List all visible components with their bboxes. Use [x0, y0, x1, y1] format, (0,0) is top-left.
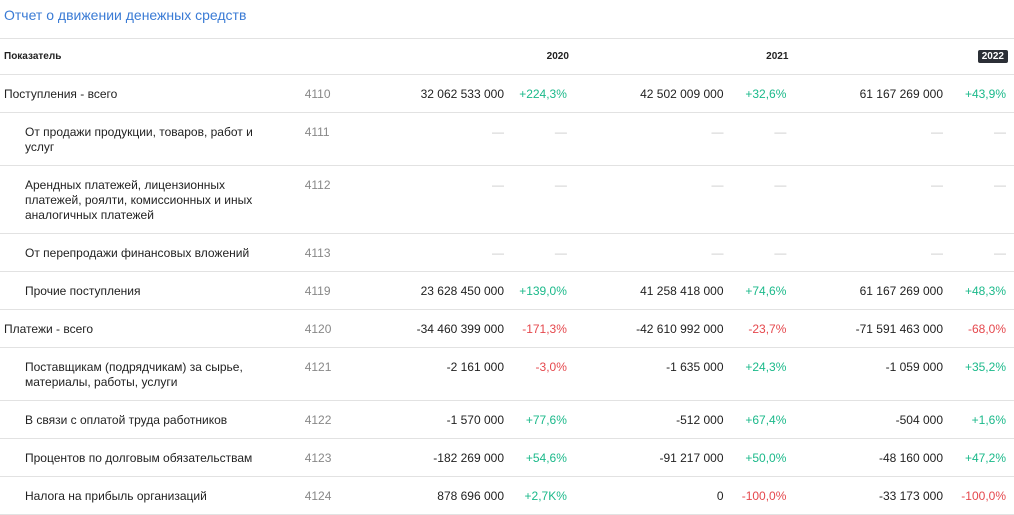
row-value: -512 000 [676, 413, 724, 427]
row-value: 878 696 000 [437, 489, 505, 503]
row-name: Налога на прибыль организаций [25, 489, 207, 503]
column-header-year-2021[interactable]: 2021 [766, 51, 789, 62]
row-change-percent: — [994, 178, 1006, 192]
row-change-percent: -68,0% [967, 322, 1006, 336]
row-code: 4112 [304, 178, 331, 192]
table-row: Процентов по долговым обязательствам 4123… [0, 438, 1014, 477]
row-change-percent: +2,7K% [524, 489, 567, 503]
cash-flow-table: Показатель 2020 2021 2022 Поступления - … [0, 38, 1014, 515]
row-name: Прочие поступления [25, 284, 141, 298]
table-row: Платежи - всего 4120 -34 460 399 000 -171,3… [0, 309, 1014, 348]
row-code: 4113 [304, 246, 331, 260]
row-change-percent: — [554, 246, 567, 260]
table-row: Арендных платежей, лицензионных платежей… [0, 165, 1014, 234]
row-value: — [931, 246, 944, 260]
row-value: -1 059 000 [885, 360, 944, 374]
row-change-percent: +43,9% [964, 87, 1006, 101]
row-change-percent: +224,3% [519, 87, 567, 101]
row-value: 61 167 269 000 [859, 87, 944, 101]
row-value: — [931, 125, 944, 139]
row-code: 4122 [304, 413, 332, 427]
table-row: Прочие поступления 4119 23 628 450 000 +139… [0, 271, 1014, 310]
row-change-percent: +54,6% [525, 451, 567, 465]
row-change-percent: +24,3% [745, 360, 787, 374]
row-value: — [492, 246, 505, 260]
column-header-year-2022[interactable]: 2022 [794, 39, 1014, 75]
row-value: 0 [716, 489, 724, 503]
row-value: -42 610 992 000 [636, 322, 724, 336]
row-name: От продажи продукции, товаров, работ и у… [25, 125, 253, 154]
row-value: — [931, 178, 944, 192]
row-name: Поступления - всего [4, 87, 118, 101]
table-row: Поставщикам (подрядчикам) за сырье, мате… [0, 347, 1014, 401]
row-value: 61 167 269 000 [859, 284, 944, 298]
row-code: 4110 [304, 87, 331, 101]
row-change-percent: — [774, 125, 787, 139]
row-value: — [492, 178, 505, 192]
table-row: Налога на прибыль организаций 4124 878 696… [0, 476, 1014, 515]
row-change-percent: +35,2% [964, 360, 1006, 374]
row-change-percent: +50,0% [745, 451, 787, 465]
table-row: От продажи продукции, товаров, работ и у… [0, 112, 1014, 166]
row-value: -91 217 000 [659, 451, 724, 465]
row-value: -2 161 000 [446, 360, 505, 374]
table-row: От перепродажи финансовых вложений 4113 — —… [0, 233, 1014, 272]
row-name: От перепродажи финансовых вложений [25, 246, 250, 260]
selected-year-badge[interactable]: 2022 [977, 50, 1008, 63]
row-change-percent: — [554, 178, 567, 192]
row-code: 4123 [304, 451, 332, 465]
row-value: -34 460 399 000 [416, 322, 505, 336]
row-name: В связи с оплатой труда работников [25, 413, 228, 427]
table-header: Показатель 2020 2021 2022 [0, 38, 1014, 75]
row-value: 42 502 009 000 [640, 87, 724, 101]
row-value: -1 570 000 [446, 413, 505, 427]
row-change-percent: -100,0% [741, 489, 787, 503]
row-code: 4124 [304, 489, 332, 503]
row-change-percent: +1,6% [971, 413, 1006, 427]
row-value: -71 591 463 000 [855, 322, 944, 336]
row-change-percent: +67,4% [745, 413, 787, 427]
row-change-percent: — [994, 246, 1006, 260]
column-header-year-2020[interactable]: 2020 [546, 51, 569, 62]
row-name: Арендных платежей, лицензионных платежей… [25, 178, 253, 222]
row-change-percent: +74,6% [745, 284, 787, 298]
row-change-percent: +77,6% [525, 413, 567, 427]
table-row: Поступления - всего 4110 32 062 533 000 +22… [0, 74, 1014, 113]
row-value: -48 160 000 [878, 451, 944, 465]
row-value: -1 635 000 [666, 360, 724, 374]
row-change-percent: -100,0% [961, 489, 1006, 503]
row-value: -504 000 [895, 413, 944, 427]
row-change-percent: +48,3% [964, 284, 1006, 298]
row-change-percent: — [774, 246, 787, 260]
row-change-percent: +47,2% [964, 451, 1006, 465]
row-code: 4119 [304, 284, 331, 298]
row-code: 4120 [304, 322, 332, 336]
row-value: 41 258 418 000 [640, 284, 724, 298]
row-name: Процентов по долговым обязательствам [25, 451, 253, 465]
row-change-percent: -23,7% [748, 322, 787, 336]
row-value: -182 269 000 [433, 451, 505, 465]
row-value: — [711, 178, 724, 192]
row-change-percent: -171,3% [522, 322, 567, 336]
row-name: Поставщикам (подрядчикам) за сырье, мате… [25, 360, 243, 389]
row-change-percent: +139,0% [519, 284, 567, 298]
row-value: — [711, 125, 724, 139]
row-code: 4111 [304, 125, 330, 139]
row-value: -33 173 000 [878, 489, 944, 503]
row-value: 32 062 533 000 [420, 87, 505, 101]
column-header-indicator: Показатель [4, 51, 62, 62]
table-row: В связи с оплатой труда работников 4122 -1… [0, 400, 1014, 439]
row-change-percent: +32,6% [745, 87, 787, 101]
row-change-percent: — [994, 125, 1006, 139]
row-code: 4121 [304, 360, 332, 374]
row-name: Платежи - всего [4, 322, 94, 336]
row-change-percent: — [554, 125, 567, 139]
row-change-percent: — [774, 178, 787, 192]
page-title: Отчет о движении денежных средств [4, 7, 247, 23]
row-value: — [711, 246, 724, 260]
row-value: — [492, 125, 505, 139]
row-change-percent: -3,0% [535, 360, 567, 374]
row-value: 23 628 450 000 [420, 284, 505, 298]
